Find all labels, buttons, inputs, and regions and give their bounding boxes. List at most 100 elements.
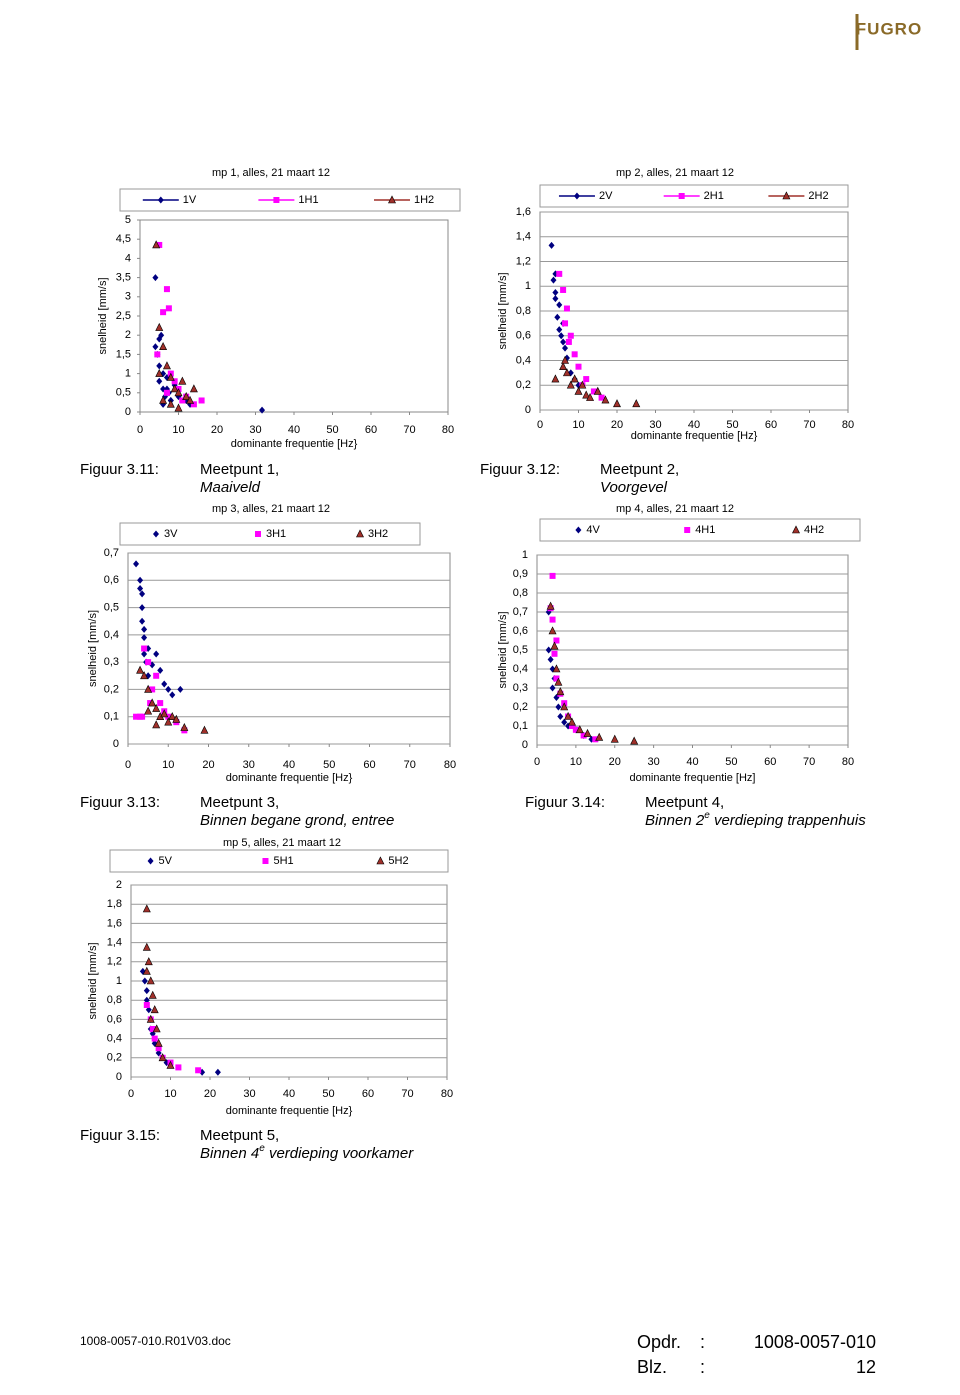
triangle-marker: [552, 664, 561, 673]
triangle-marker: [150, 1005, 159, 1014]
triangle-marker: [595, 732, 604, 741]
triangle-marker: [142, 904, 151, 913]
y-tick-label: 0,1: [104, 711, 119, 723]
x-tick-label: 40: [686, 756, 698, 768]
triangle-marker: [566, 380, 575, 389]
square-marker: [556, 270, 563, 277]
chart-title: mp 3, alles, 21 maart 12: [212, 503, 330, 515]
y-tick-label: 0,6: [513, 625, 528, 637]
square-marker: [149, 686, 156, 693]
figure-number: Figuur 3.14:: [525, 794, 605, 811]
legend-label: 2H2: [808, 190, 828, 202]
y-tick-label: 1,4: [107, 937, 122, 949]
x-tick-label: 0: [137, 424, 143, 436]
chart-title: mp 4, alles, 21 maart 12: [616, 503, 734, 515]
square-marker: [145, 659, 152, 666]
square-marker: [151, 1035, 158, 1042]
triangle-marker: [159, 342, 168, 351]
triangle-marker: [174, 403, 183, 412]
y-tick-label: 0,2: [516, 379, 531, 391]
diamond-marker: [153, 650, 160, 658]
y-tick-label: 0,8: [513, 587, 528, 599]
diamond-marker: [560, 338, 567, 346]
square-marker: [563, 305, 570, 312]
diamond-marker: [556, 326, 563, 334]
y-tick-label: 0,5: [116, 387, 131, 399]
y-tick-label: 2: [116, 879, 122, 891]
triangle-marker: [164, 717, 173, 726]
y-tick-label: 3,5: [116, 272, 131, 284]
x-tick-label: 80: [444, 759, 456, 771]
triangle-marker: [144, 957, 153, 966]
square-marker: [156, 241, 163, 248]
caption-title: Meetpunt 3,: [200, 794, 279, 811]
x-tick-label: 20: [202, 759, 214, 771]
triangle-marker: [140, 671, 149, 680]
legend-label: 1V: [183, 194, 197, 206]
triangle-marker: [568, 717, 576, 726]
diamond-marker: [156, 335, 163, 343]
diamond-marker: [556, 301, 563, 309]
x-tick-label: 20: [204, 1088, 216, 1100]
y-tick-label: 1,6: [107, 917, 122, 929]
diamond-marker: [139, 604, 146, 612]
caption-subtitle: Binnen 2e verdieping trappenhuis: [645, 810, 866, 829]
diamond-marker: [555, 703, 562, 711]
y-tick-label: 1,4: [516, 231, 531, 243]
x-tick-label: 10: [162, 759, 174, 771]
triangle-marker: [152, 703, 161, 712]
caption-text: verdieping trappenhuis: [710, 812, 866, 829]
x-tick-label: 70: [803, 756, 815, 768]
diamond-marker: [177, 685, 184, 693]
x-tick-label: 80: [842, 419, 854, 431]
y-tick-label: 0: [113, 738, 119, 750]
diamond-marker: [169, 691, 176, 699]
y-tick-label: 0,7: [513, 606, 528, 618]
y-axis-label: snelheid [mm/s]: [497, 611, 509, 688]
triangle-marker: [152, 1024, 161, 1033]
square-marker: [273, 197, 280, 203]
figure-number: Figuur 3.13:: [80, 794, 160, 811]
triangle-marker: [388, 195, 396, 204]
diamond-marker: [558, 332, 565, 340]
y-tick-label: 1: [522, 549, 528, 561]
x-tick-label: 30: [649, 419, 661, 431]
square-marker: [583, 376, 590, 383]
figure-number: Figuur 3.11:: [80, 461, 159, 478]
diamond-marker: [141, 634, 148, 642]
x-tick-label: 30: [648, 756, 660, 768]
x-tick-label: 50: [322, 1088, 334, 1100]
square-marker: [678, 193, 685, 199]
y-tick-label: 0,4: [107, 1033, 122, 1045]
diamond-marker: [165, 685, 172, 693]
x-tick-label: 40: [283, 1088, 295, 1100]
legend-box: [539, 184, 849, 208]
caption-title: Meetpunt 4,: [645, 794, 724, 811]
x-axis-label: dominante frequentie [Hz}: [631, 430, 758, 442]
square-marker: [551, 650, 558, 657]
triangle-marker: [166, 1060, 175, 1069]
triangle-marker: [146, 976, 155, 985]
caption-text: e: [704, 810, 710, 821]
square-marker: [572, 726, 579, 733]
triangle-marker: [172, 714, 181, 723]
caption-text: Maaiveld: [200, 479, 261, 496]
square-marker: [549, 616, 556, 623]
triangle-marker: [144, 684, 153, 693]
x-tick-label: 0: [125, 759, 131, 771]
triangle-marker: [146, 1014, 155, 1023]
y-tick-label: 0: [525, 404, 531, 416]
caption-subtitle: Maaiveld: [200, 479, 261, 496]
square-marker: [575, 363, 582, 370]
y-tick-label: 3: [125, 291, 131, 303]
diamond-marker: [141, 650, 148, 658]
chart-title: mp 5, alles, 21 maart 12: [223, 837, 341, 849]
square-marker: [553, 675, 560, 682]
square-marker: [179, 397, 186, 404]
x-tick-label: 10: [570, 756, 582, 768]
y-tick-label: 2: [125, 329, 131, 341]
square-marker: [157, 700, 164, 707]
footer-sep: :: [700, 1357, 705, 1377]
x-axis-label: dominante frequentie [Hz}: [231, 438, 358, 450]
square-marker: [155, 1045, 162, 1052]
